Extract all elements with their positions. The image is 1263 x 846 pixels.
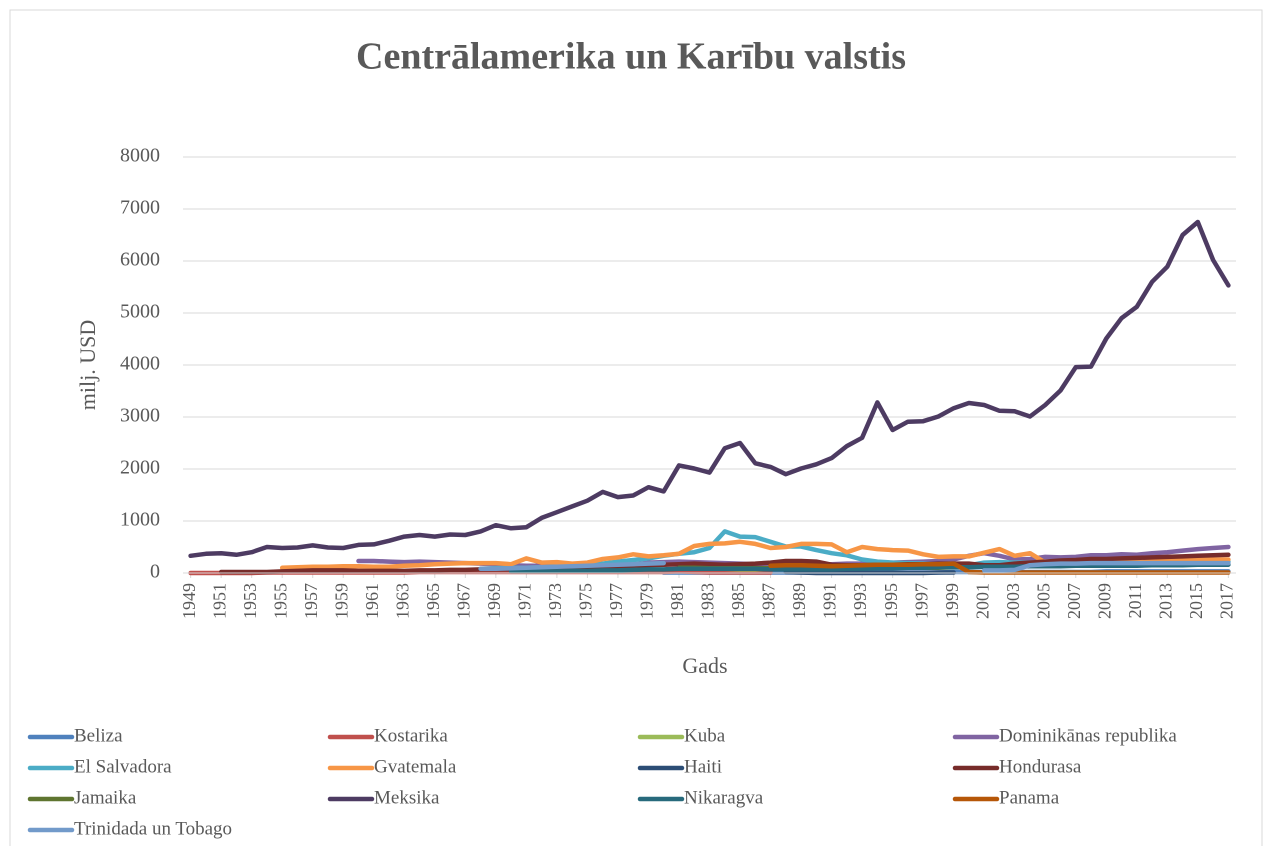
legend-label: Trinidada un Tobago <box>74 818 232 839</box>
x-axis-label: Gads <box>682 653 727 678</box>
x-tick-label: 2015 <box>1186 583 1206 619</box>
chart-frame <box>9 9 1263 846</box>
x-tick-label: 1971 <box>514 583 534 619</box>
series-line <box>218 552 1231 575</box>
x-tick-label: 1955 <box>270 583 290 619</box>
x-tick-label: 2009 <box>1094 583 1114 619</box>
legend-label: Gvatemala <box>374 756 457 777</box>
x-tick-label: 1949 <box>179 583 199 619</box>
legend-label: Hondurasa <box>999 756 1082 777</box>
x-tick-label: 1959 <box>331 583 351 619</box>
x-tick-label: 1991 <box>820 583 840 619</box>
x-tick-label: 1999 <box>942 583 962 619</box>
y-axis-label: milj. USD <box>75 320 100 410</box>
series-line <box>188 219 1231 559</box>
y-tick-label: 8000 <box>120 145 160 167</box>
x-tick-label: 1987 <box>759 583 779 619</box>
x-tick-label: 1997 <box>911 583 931 619</box>
x-tick-label: 1973 <box>545 583 565 619</box>
x-tick-label: 2001 <box>972 583 992 619</box>
y-tick-label: 7000 <box>120 197 160 219</box>
x-tick-label: 1993 <box>850 583 870 619</box>
legend-label: El Salvadora <box>74 756 172 777</box>
x-tick-label: 1953 <box>240 583 260 619</box>
series-line <box>508 562 1231 574</box>
legend-label: Nikaragva <box>684 787 764 808</box>
x-tick-label: 1979 <box>637 583 657 619</box>
x-tick-label: 2017 <box>1216 583 1236 619</box>
legend-label: Dominikānas republika <box>999 725 1177 746</box>
legend-label: Panama <box>999 787 1060 808</box>
legend-label: Beliza <box>74 725 123 746</box>
legend-label: Haiti <box>684 756 722 777</box>
legend-label: Jamaika <box>74 787 137 808</box>
x-tick-label: 1951 <box>209 583 229 619</box>
x-tick-label: 1983 <box>698 583 718 619</box>
legend-label: Kostarika <box>374 725 448 746</box>
x-tick-label: 1963 <box>392 583 412 619</box>
y-tick-label: 6000 <box>120 249 160 271</box>
x-tick-label: 1965 <box>423 583 443 619</box>
x-tick-label: 2013 <box>1155 583 1175 619</box>
y-tick-label: 0 <box>150 561 160 583</box>
y-tick-label: 4000 <box>120 353 160 375</box>
x-tick-label: 1967 <box>453 583 473 619</box>
x-tick-label: 1975 <box>576 583 596 619</box>
y-tick-label: 3000 <box>120 405 160 427</box>
x-tick-label: 1969 <box>484 583 504 619</box>
x-tick-label: 2005 <box>1033 583 1053 619</box>
x-tick-label: 1995 <box>881 583 901 619</box>
chart-title: Centrālamerika un Karību valstis <box>356 36 906 78</box>
x-tick-label: 1961 <box>362 583 382 619</box>
x-tick-label: 1981 <box>667 583 687 619</box>
x-tick-label: 1977 <box>606 583 626 619</box>
y-tick-label: 5000 <box>120 301 160 323</box>
x-tick-label: 1985 <box>728 583 748 619</box>
y-tick-label: 1000 <box>120 509 160 531</box>
x-tick-label: 1957 <box>301 583 321 619</box>
x-tick-label: 2007 <box>1064 583 1084 619</box>
legend-label: Kuba <box>684 725 726 746</box>
y-tick-label: 2000 <box>120 457 160 479</box>
x-tick-label: 2011 <box>1125 583 1145 618</box>
series-line <box>478 560 1231 573</box>
x-tick-label: 1989 <box>789 583 809 619</box>
legend-label: Meksika <box>374 787 440 808</box>
x-tick-label: 2003 <box>1003 583 1023 619</box>
